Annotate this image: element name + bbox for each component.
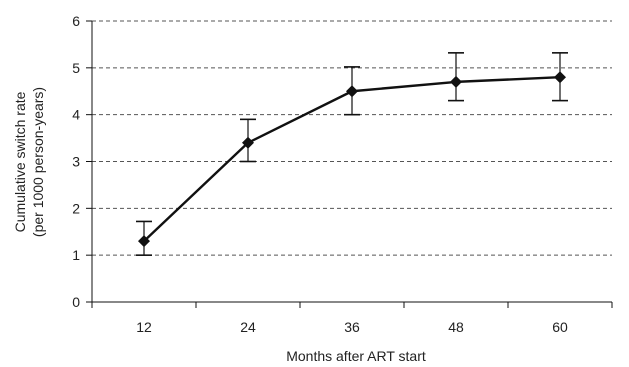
y-tick-label-2: 2	[72, 200, 80, 216]
data-point-60	[554, 71, 566, 84]
error-bars	[136, 52, 568, 256]
y-tick-label-5: 5	[72, 60, 80, 76]
y-axis-title-line-1: Cumulative switch rate	[12, 91, 28, 232]
x-tick-label-36: 36	[344, 319, 360, 335]
x-axis-ticks: 12 24 36 48 60	[91, 302, 613, 335]
y-axis-title-line-2: (per 1000 person-years)	[30, 87, 46, 237]
x-axis-title: Months after ART start	[286, 348, 426, 364]
grid-lines	[92, 20, 612, 256]
x-tick-label-24: 24	[240, 319, 256, 335]
x-tick-label-48: 48	[448, 319, 464, 335]
data-points	[138, 71, 566, 248]
x-tick-label-60: 60	[552, 319, 568, 335]
data-point-24	[242, 136, 254, 149]
data-point-48	[450, 75, 462, 88]
y-tick-label-0: 0	[72, 294, 80, 310]
y-tick-label-4: 4	[72, 107, 80, 123]
data-point-12	[138, 235, 150, 248]
x-tick-label-12: 12	[136, 319, 152, 335]
y-tick-label-3: 3	[72, 154, 80, 170]
y-axis-title: Cumulative switch rate (per 1000 person-…	[12, 87, 46, 237]
y-axis-ticks: 0 1 2 3 4 5 6	[72, 13, 92, 310]
y-tick-label-6: 6	[72, 13, 80, 29]
data-point-36	[346, 85, 358, 98]
y-tick-label-1: 1	[72, 247, 80, 263]
